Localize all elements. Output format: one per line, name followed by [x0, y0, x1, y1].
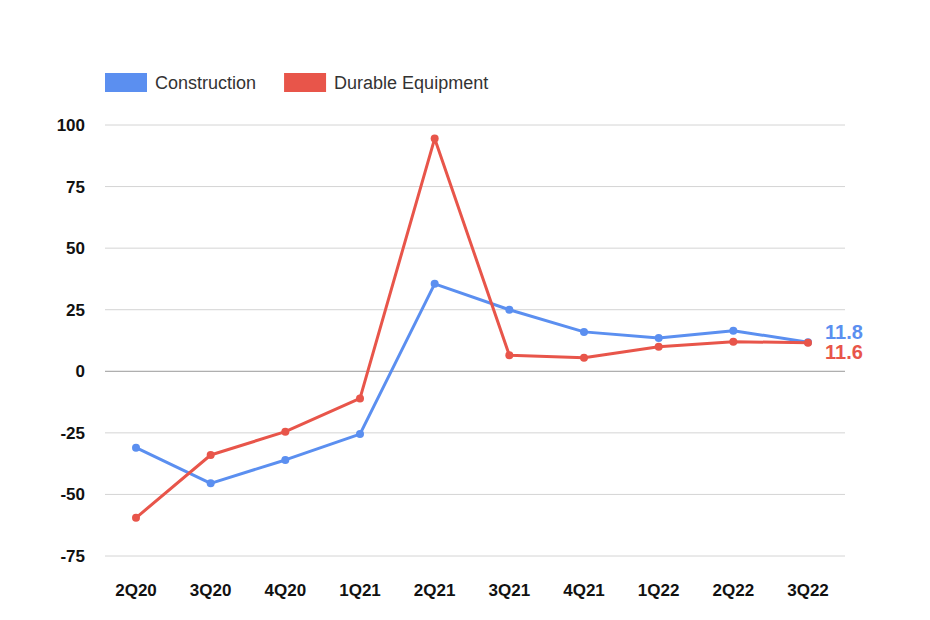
grid-line	[105, 494, 845, 495]
marker	[655, 334, 663, 342]
series-line	[136, 139, 808, 518]
grid-line	[105, 371, 845, 372]
legend-label: Durable Equipment	[334, 73, 488, 93]
legend-swatch	[105, 73, 147, 92]
chart: -75 -50 -25 0 25 50 75 100 2Q20 3Q20 4Q20 1Q21 2Q21 3…	[0, 0, 930, 620]
x-tick-label: 1Q22	[638, 581, 680, 600]
x-tick-label: 2Q21	[414, 581, 456, 600]
marker	[729, 327, 737, 335]
marker	[804, 339, 812, 347]
y-tick-label: 0	[76, 362, 85, 381]
y-tick-label: -75	[60, 547, 85, 566]
series-line	[136, 284, 808, 483]
y-tick-label: -50	[60, 485, 85, 504]
x-tick-label: 3Q22	[787, 581, 829, 600]
x-tick-label: 4Q20	[265, 581, 307, 600]
marker	[207, 451, 215, 459]
marker	[580, 354, 588, 362]
marker	[431, 135, 439, 143]
x-tick-label: 2Q22	[713, 581, 755, 600]
marker	[356, 394, 364, 402]
marker	[132, 444, 140, 452]
marker	[356, 430, 364, 438]
marker	[804, 338, 812, 346]
x-tick-label: 2Q20	[115, 581, 157, 600]
grid-line	[105, 309, 845, 310]
marker	[729, 338, 737, 346]
plot-area	[132, 135, 812, 522]
y-tick-label: 50	[66, 239, 85, 258]
y-tick-label: -25	[60, 424, 85, 443]
grid-line	[105, 248, 845, 249]
y-tick-label: 25	[66, 301, 85, 320]
grid-line	[105, 125, 845, 126]
marker	[281, 456, 289, 464]
legend-label: Construction	[155, 73, 256, 93]
data-label: 11.6	[825, 341, 863, 363]
marker	[207, 479, 215, 487]
x-tick-label: 4Q21	[563, 581, 605, 600]
marker	[505, 306, 513, 314]
marker	[132, 514, 140, 522]
marker	[580, 328, 588, 336]
marker	[655, 343, 663, 351]
legend-swatch	[284, 73, 326, 92]
y-tick-label: 100	[57, 116, 85, 135]
y-tick-label: 75	[66, 178, 85, 197]
x-tick-label: 3Q21	[489, 581, 531, 600]
x-tick-label: 1Q21	[339, 581, 381, 600]
grid-line	[105, 432, 845, 433]
x-tick-label: 3Q20	[190, 581, 232, 600]
grid-line	[105, 186, 845, 187]
marker	[505, 351, 513, 359]
marker	[431, 280, 439, 288]
grid-line	[105, 556, 845, 557]
marker	[281, 428, 289, 436]
